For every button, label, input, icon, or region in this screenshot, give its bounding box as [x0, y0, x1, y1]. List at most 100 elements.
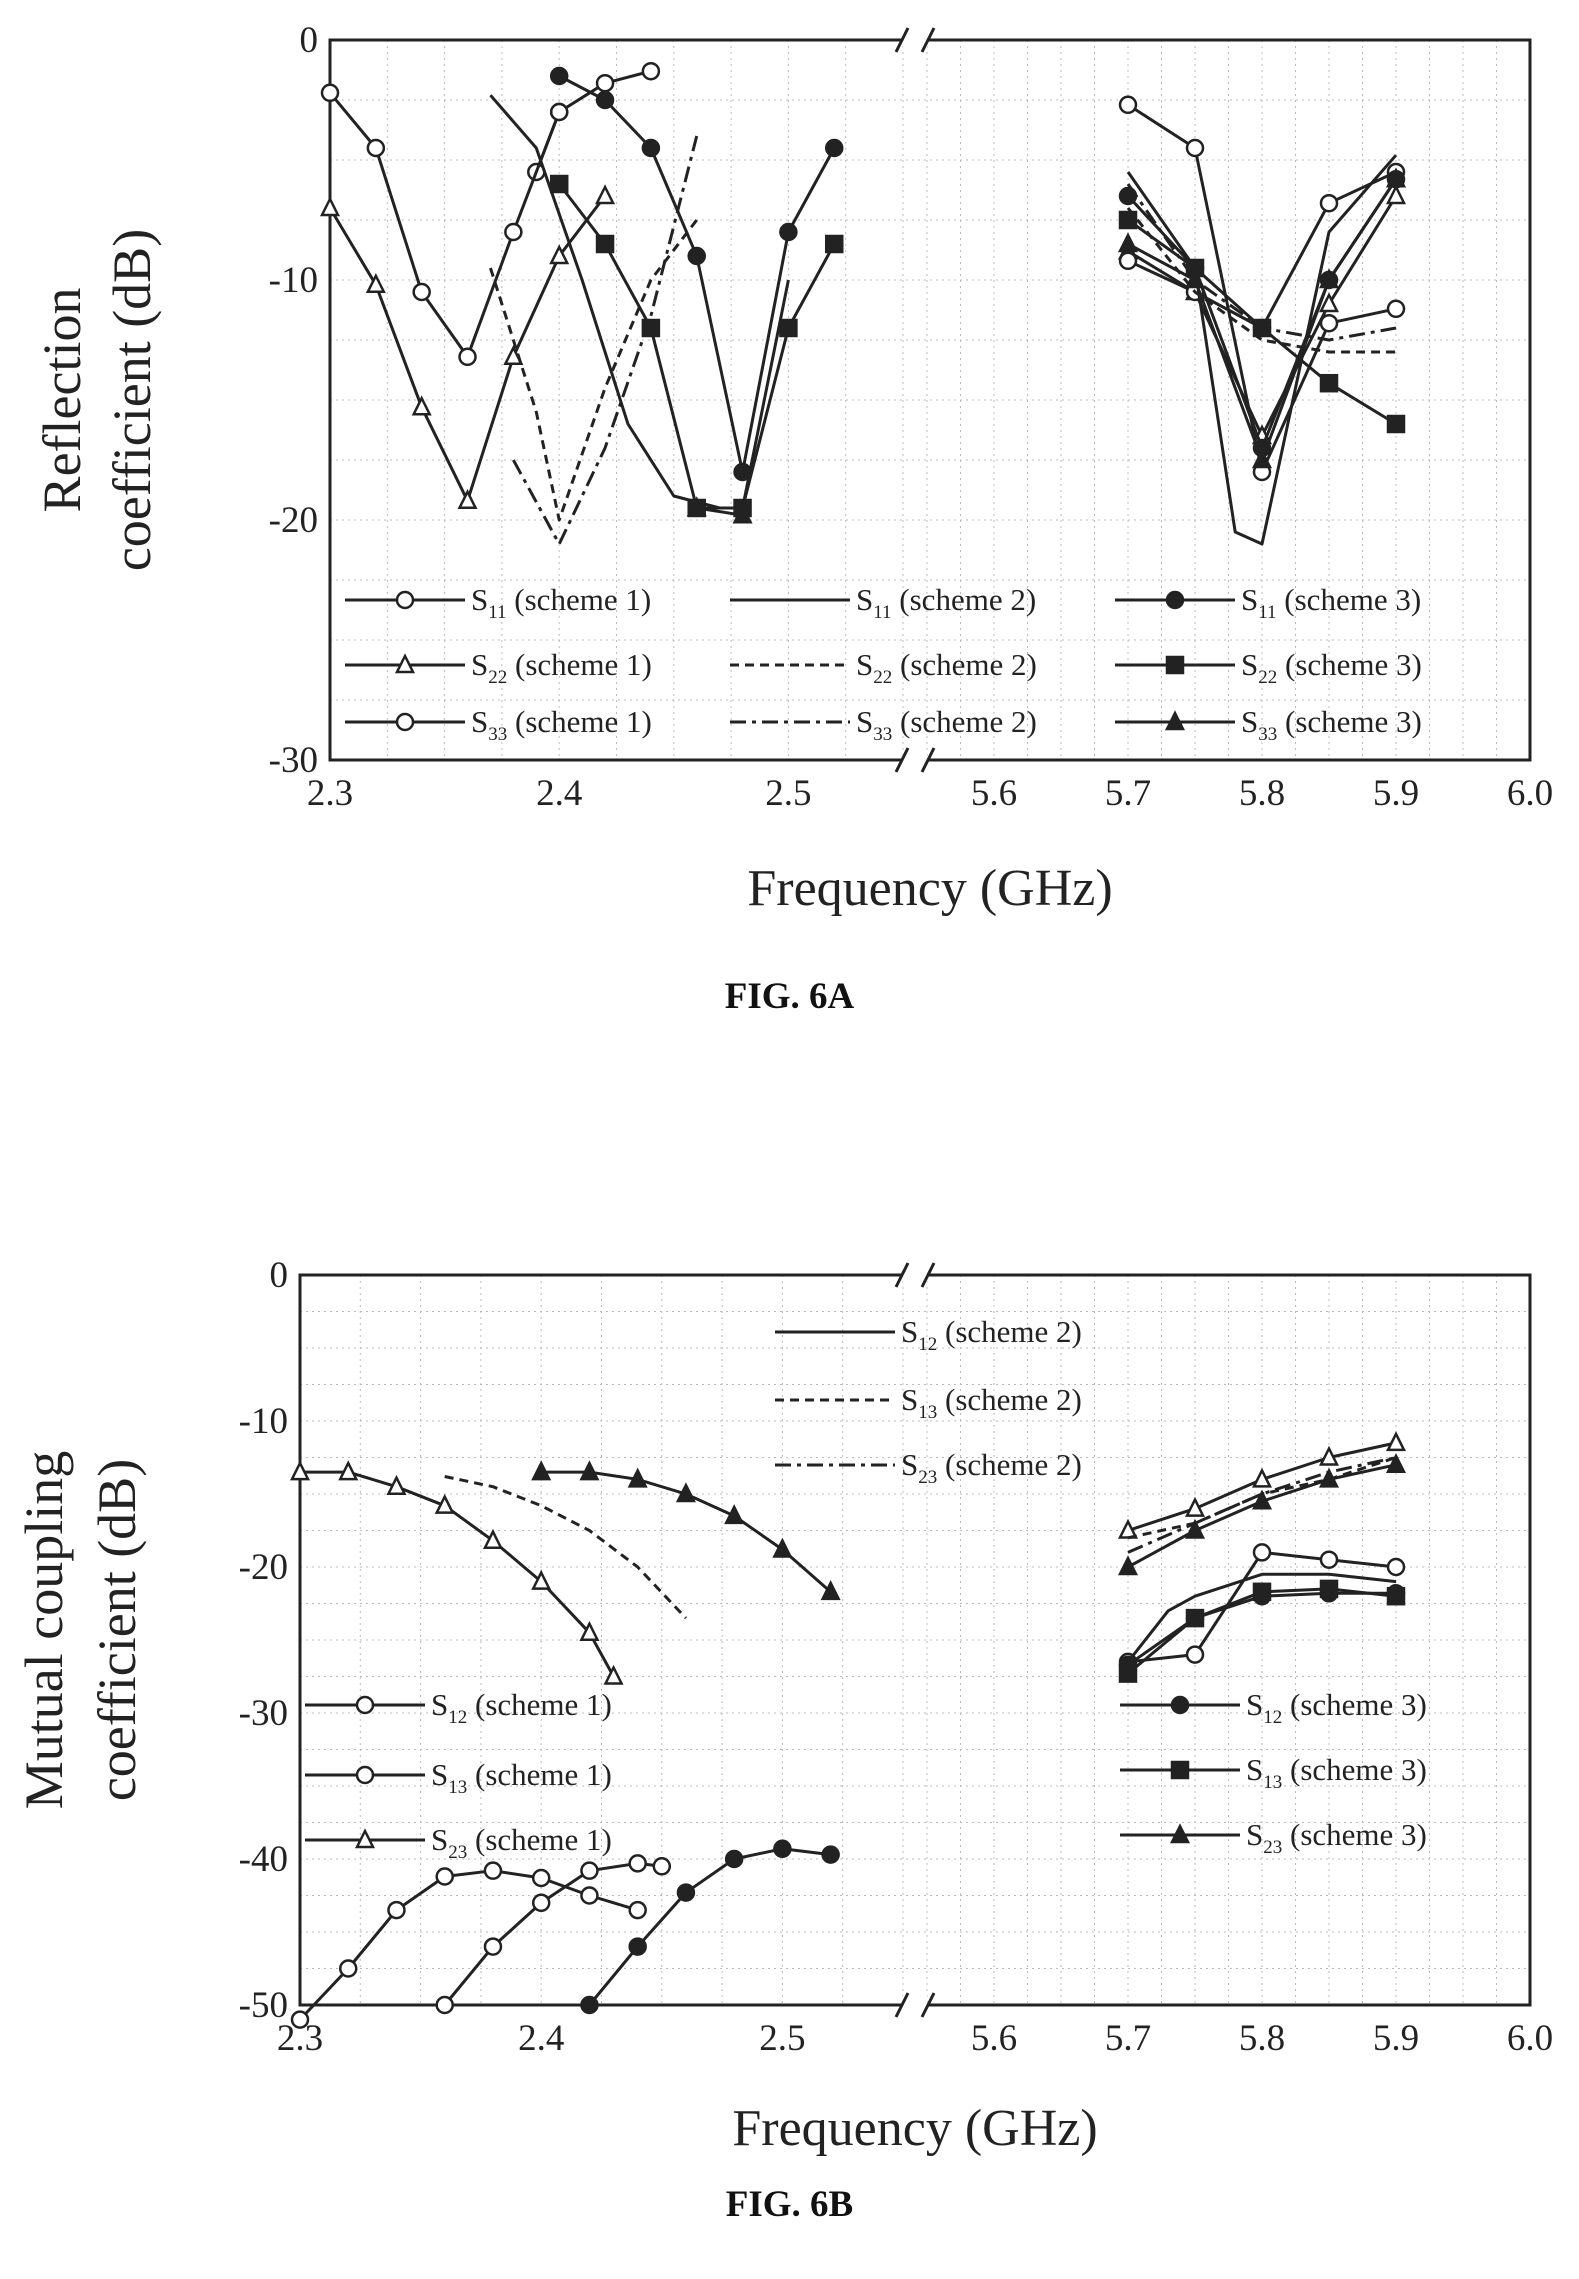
legend-label: S33 (scheme 2) [856, 704, 1037, 745]
data-point [531, 1569, 552, 1590]
y-tick-label: -40 [239, 1839, 288, 1880]
legend-label: S11 (scheme 2) [856, 582, 1036, 623]
legend-marker [395, 590, 415, 610]
data-point [1385, 184, 1407, 205]
x-tick-label: 5.9 [1373, 2018, 1419, 2059]
series-1 [527, 61, 1406, 482]
data-point [1185, 138, 1205, 158]
data-point [1251, 1489, 1273, 1510]
data-point [1252, 1582, 1272, 1602]
data-point [531, 1893, 551, 1913]
series-line [588, 1847, 831, 2006]
legend-marker [1165, 590, 1185, 610]
data-point [579, 1620, 600, 1641]
legend-label: S22 (scheme 1) [471, 647, 652, 688]
y-tick-label: -30 [269, 740, 318, 781]
data-point [1184, 1518, 1206, 1539]
legend-entry: S33 (scheme 3) [1115, 704, 1422, 745]
axis-break-gap [903, 1265, 927, 1285]
data-point [319, 196, 341, 217]
data-point [1319, 373, 1339, 393]
legend-entry: S11 (scheme 1) [345, 582, 651, 623]
series-line [328, 91, 561, 359]
legend-entry: S11 (scheme 3) [1115, 582, 1421, 623]
data-point [1184, 268, 1206, 289]
data-point [365, 273, 386, 294]
data-point [1318, 1445, 1340, 1466]
data-point [1184, 1496, 1206, 1517]
x-tick-label: 5.8 [1239, 2018, 1285, 2059]
series-line [1127, 1456, 1397, 1554]
data-point [483, 1861, 503, 1880]
x-tick-label: 5.7 [1105, 773, 1151, 814]
data-point [1386, 1586, 1406, 1606]
legend-label: S11 (scheme 3) [1241, 582, 1421, 623]
data-point [820, 1580, 841, 1601]
plot-frame [328, 38, 1532, 762]
data-point [338, 1959, 358, 1978]
data-point [595, 184, 616, 205]
legend-label: S33 (scheme 3) [1241, 704, 1422, 745]
legend-entry: S12 (scheme 2) [775, 1314, 1082, 1355]
data-point [628, 1854, 647, 1873]
series-9 [531, 1453, 1407, 1601]
x-axis-title: Frequency (GHz) [732, 2100, 1097, 2157]
data-point [434, 1493, 455, 1514]
data-point [1385, 167, 1407, 188]
data-point [580, 1861, 599, 1880]
data-point [531, 1460, 552, 1481]
data-point [580, 1886, 599, 1905]
data-point [1118, 1664, 1138, 1683]
x-tick-label: 5.6 [971, 773, 1017, 814]
series-group [289, 1431, 1407, 2029]
legend-entry: S33 (scheme 1) [345, 704, 652, 745]
data-point [641, 138, 661, 158]
data-point [628, 1900, 647, 1920]
series-9 [686, 167, 1407, 524]
axis-break-slash [894, 1262, 910, 1288]
data-point [483, 1937, 503, 1956]
data-point [824, 234, 844, 254]
data-point [1251, 448, 1273, 469]
data-point [821, 1845, 840, 1864]
data-point [652, 1857, 672, 1876]
legend-marker [354, 1828, 376, 1849]
data-point [1385, 1453, 1407, 1474]
axis-break-slash [920, 27, 936, 53]
legend-entry: S23 (scheme 1) [305, 1822, 612, 1863]
series-line [300, 1470, 615, 1678]
data-point [1318, 292, 1340, 313]
legend: S12 (scheme 2) S13 (scheme 2) S23 (scheme … [305, 1314, 1427, 1863]
series-line [696, 506, 743, 517]
figure-caption-6a: FIG. 6A [724, 976, 855, 1017]
data-point [1118, 186, 1138, 206]
x-axis-title: Frequency (GHz) [747, 860, 1112, 917]
data-point [724, 1504, 745, 1525]
data-point [1318, 1467, 1340, 1488]
legend-marker [395, 712, 415, 732]
legend-entry: S22 (scheme 1) [345, 647, 652, 688]
y-axis-title: Mutual coupling [14, 1451, 74, 1809]
axis-break-slash [894, 747, 910, 773]
y-axis-title: coefficient (dB) [102, 229, 162, 571]
data-point [686, 496, 707, 517]
data-point [435, 1867, 454, 1886]
data-point [779, 318, 798, 338]
legend-entry: S13 (scheme 2) [775, 1382, 1082, 1423]
axis-break-slash [920, 1992, 936, 2018]
data-point [641, 61, 661, 81]
data-point [1118, 251, 1138, 271]
legend-label: S22 (scheme 2) [856, 647, 1037, 688]
data-point [320, 83, 340, 103]
series-6 [1127, 1456, 1397, 1554]
data-point [1386, 1557, 1406, 1577]
data-point [504, 222, 523, 242]
data-point [1319, 1550, 1339, 1569]
legend-marker [1164, 710, 1186, 731]
axis-break-gap [903, 1995, 927, 2015]
legend-label: S22 (scheme 3) [1241, 647, 1422, 688]
figure-caption-6b: FIG. 6B [725, 2184, 854, 2225]
series-line [443, 1861, 662, 2006]
data-point [457, 489, 478, 510]
